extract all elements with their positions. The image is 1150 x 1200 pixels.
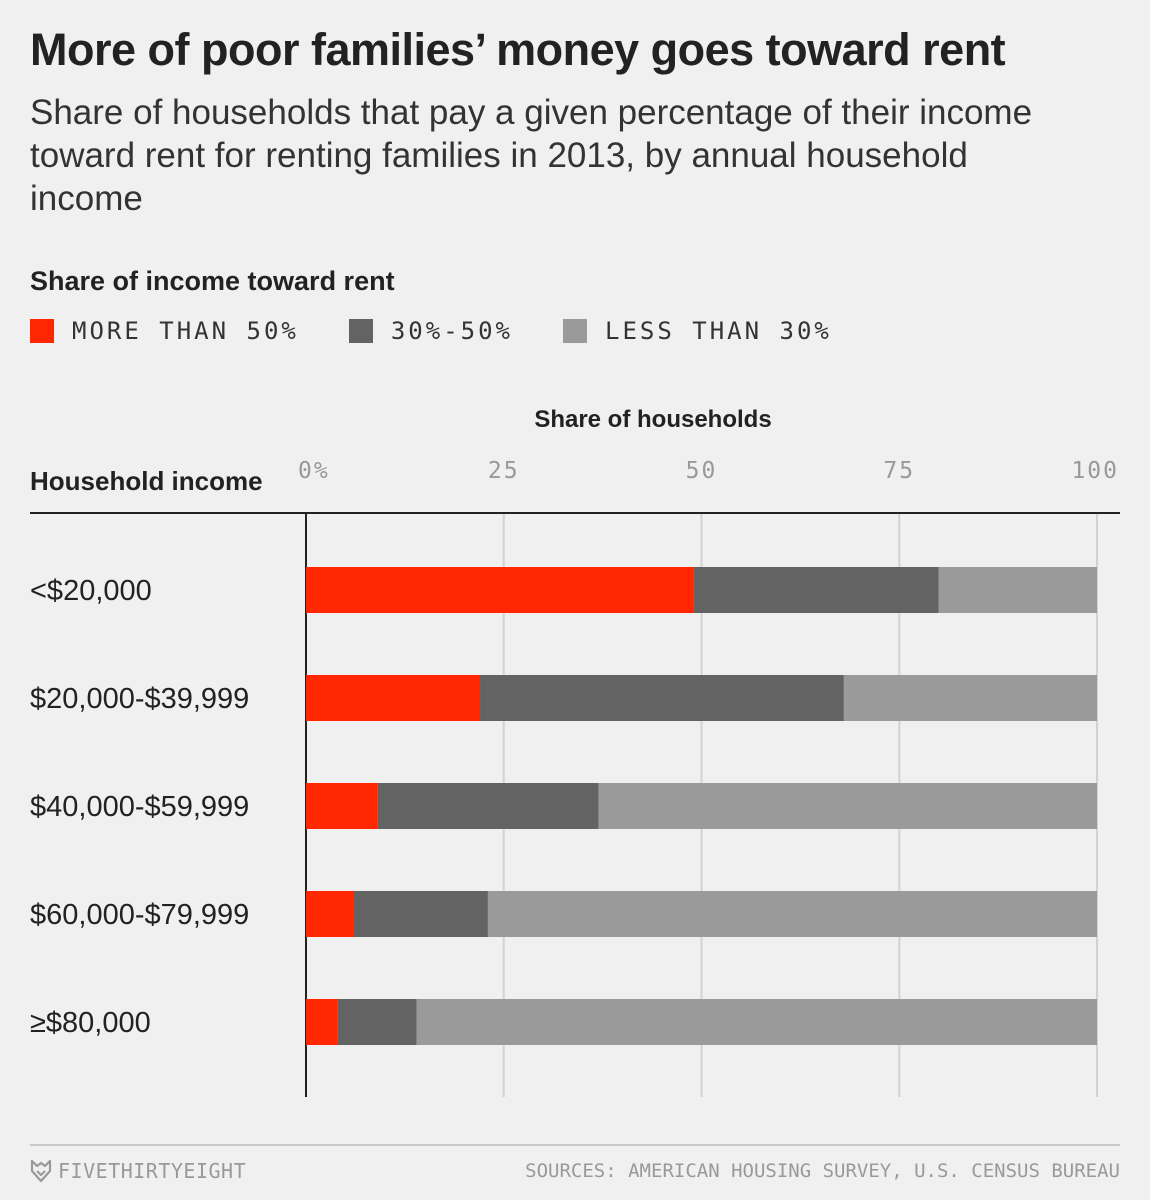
footer-brand: FIVETHIRTYEIGHT — [30, 1158, 246, 1184]
legend-swatch-30-50 — [348, 319, 373, 343]
x-axis-title: Share of households — [534, 406, 771, 433]
bar-30-50-0 — [693, 567, 939, 613]
bar-more-than-50-4 — [306, 999, 338, 1045]
category-label-40-000-59-999: $40,000-$59,999 — [30, 791, 249, 823]
legend-label-less-than-30: LESS THAN 30% — [605, 317, 832, 345]
x-tick-label-50: 50 — [686, 458, 718, 484]
bar-more-than-50-0 — [306, 567, 694, 613]
bar-less-than-30-3 — [487, 891, 1097, 937]
legend-swatch-more-than-50 — [30, 319, 54, 343]
bar-less-than-30-0 — [938, 567, 1097, 613]
x-tick-label-0: 0% — [298, 458, 330, 484]
legend-label-30-50: 30%-50% — [390, 317, 513, 345]
category-label-20-000: <$20,000 — [30, 575, 152, 607]
legend-title: Share of income toward rent — [30, 266, 395, 296]
bar-30-50-1 — [480, 675, 844, 721]
chart-subtitle: Share of households that pay a given per… — [30, 93, 1033, 218]
category-label-60-000-79-999: $60,000-$79,999 — [30, 899, 249, 931]
bar-more-than-50-3 — [306, 891, 354, 937]
bar-less-than-30-2 — [598, 783, 1097, 829]
category-label-80-000: ≥$80,000 — [30, 1007, 151, 1039]
source-note: SOURCES: AMERICAN HOUSING SURVEY, U.S. C… — [525, 1160, 1120, 1182]
x-tick-label-100: 100 — [1071, 458, 1119, 484]
footer-divider — [30, 1144, 1120, 1146]
fox-logo-icon — [30, 1159, 52, 1183]
legend: MORE THAN 50% 30%-50% LESS THAN 30% — [30, 315, 882, 347]
bar-more-than-50-2 — [306, 783, 378, 829]
bar-30-50-3 — [353, 891, 488, 937]
bar-less-than-30-4 — [416, 999, 1097, 1045]
legend-item-more-than-50: MORE THAN 50% — [30, 317, 299, 345]
x-tick-label-75: 75 — [883, 458, 915, 484]
bar-more-than-50-1 — [306, 675, 481, 721]
legend-item-less-than-30: LESS THAN 30% — [563, 317, 832, 345]
chart-title: More of poor families’ money goes toward… — [30, 24, 1006, 75]
category-label-20-000-39-999: $20,000-$39,999 — [30, 683, 249, 715]
legend-label-more-than-50: MORE THAN 50% — [72, 317, 299, 345]
bar-30-50-4 — [337, 999, 417, 1045]
legend-item-30-50: 30%-50% — [348, 317, 513, 345]
x-tick-label-25: 25 — [488, 458, 520, 484]
bar-less-than-30-1 — [843, 675, 1097, 721]
stacked-bar-chart: Share of households Household income 0% 25 5… — [30, 406, 1120, 1097]
legend-swatch-less-than-30 — [563, 319, 587, 343]
y-axis-title: Household income — [30, 466, 263, 496]
brand-name: FIVETHIRTYEIGHT — [58, 1159, 247, 1183]
bar-30-50-2 — [377, 783, 599, 829]
